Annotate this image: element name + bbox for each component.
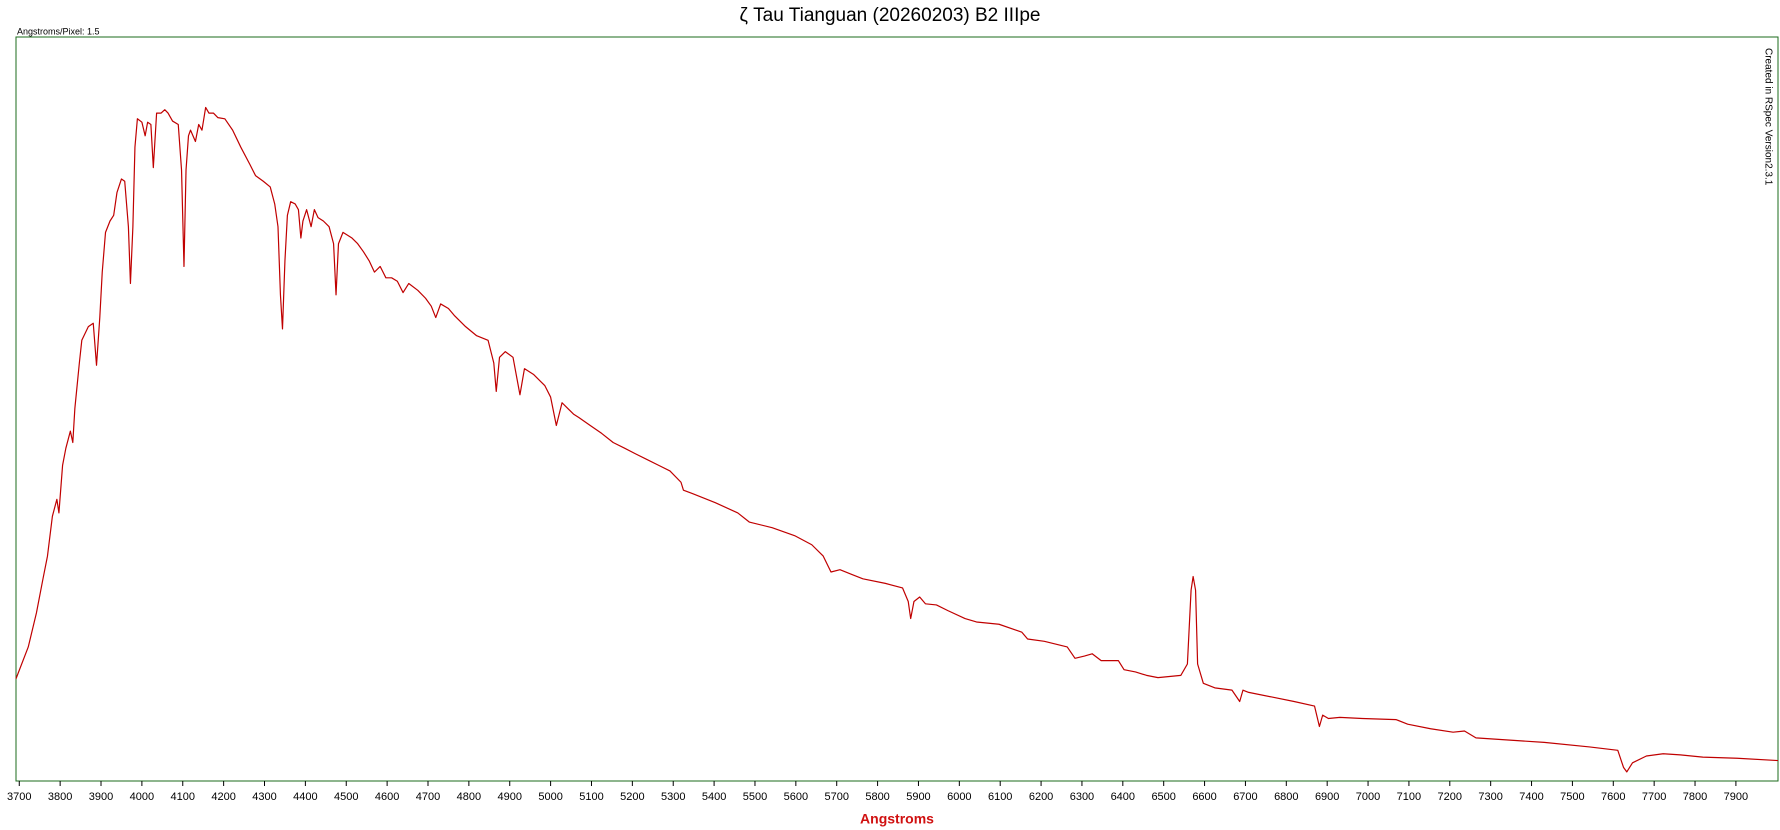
x-tick-label: 4200 (211, 791, 235, 803)
x-tick-label: 5500 (743, 791, 767, 803)
x-tick-label: 5400 (702, 791, 726, 803)
x-tick-label: 7700 (1642, 791, 1666, 803)
x-tick-label: 7400 (1519, 791, 1543, 803)
x-tick-label: 4600 (375, 791, 399, 803)
x-tick-label: 4000 (130, 791, 154, 803)
x-tick-label: 4400 (293, 791, 317, 803)
dispersion-label: Angstroms/Pixel: 1.5 (17, 26, 100, 36)
x-tick-label: 6200 (1029, 791, 1053, 803)
x-tick-label: 5300 (661, 791, 685, 803)
plot-frame (15, 36, 1779, 782)
credit-label: Created in RSpec Version2.3.1 (1762, 48, 1773, 186)
x-tick-label: 3800 (48, 791, 72, 803)
x-tick-label: 4300 (252, 791, 276, 803)
x-tick-label: 6300 (1070, 791, 1094, 803)
x-tick-label: 7800 (1683, 791, 1707, 803)
x-tick-label: 5100 (579, 791, 603, 803)
x-tick-label: 7900 (1724, 791, 1748, 803)
x-tick-label: 6700 (1233, 791, 1257, 803)
x-tick-label: 5700 (824, 791, 848, 803)
x-tick-label: 7600 (1601, 791, 1625, 803)
x-tick-label: 5800 (865, 791, 889, 803)
x-tick-label: 6900 (1315, 791, 1339, 803)
x-tick-label: 6400 (1111, 791, 1135, 803)
x-tick-label: 6100 (988, 791, 1012, 803)
x-tick-label: 6600 (1192, 791, 1216, 803)
x-tick-label: 6500 (1151, 791, 1175, 803)
x-tick-label: 7500 (1560, 791, 1584, 803)
x-tick-label: 7300 (1478, 791, 1502, 803)
x-tick-label: 4100 (171, 791, 195, 803)
x-tick-label: 5200 (620, 791, 644, 803)
x-tick-label: 4800 (457, 791, 481, 803)
x-tick-label: 5900 (906, 791, 930, 803)
x-tick-label: 5600 (784, 791, 808, 803)
x-tick-label: 7100 (1397, 791, 1421, 803)
spectrum-line (15, 106, 1779, 773)
x-tick-label: 7000 (1356, 791, 1380, 803)
x-tick-label: 6800 (1274, 791, 1298, 803)
x-tick-label: 3900 (89, 791, 113, 803)
x-tick-label: 3700 (7, 791, 31, 803)
x-tick-label: 4700 (416, 791, 440, 803)
x-tick-label: 4500 (334, 791, 358, 803)
x-tick-label: 6000 (947, 791, 971, 803)
x-tick-label: 7200 (1438, 791, 1462, 803)
x-tick-label: 4900 (497, 791, 521, 803)
x-axis-label: Angstroms (860, 811, 934, 827)
x-tick-label: 5000 (538, 791, 562, 803)
chart-title: ζ Tau Tianguan (20260203) B2 IIIpe (740, 5, 1041, 26)
